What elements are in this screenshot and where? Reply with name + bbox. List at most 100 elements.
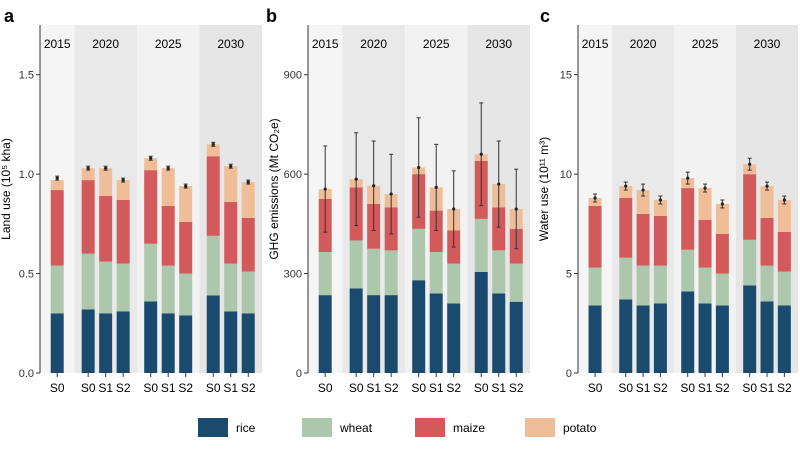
legend-swatch: [302, 418, 332, 437]
legend-label: wheat: [339, 421, 373, 435]
error-bar: [389, 153, 394, 235]
bar-segment-wheat: [144, 243, 158, 302]
bar-segment-wheat: [509, 263, 523, 302]
bar-segment-potato: [698, 188, 712, 220]
y-tick-label: 10: [560, 169, 572, 181]
legend-swatch: [525, 418, 555, 437]
bar-segment-potato: [99, 168, 113, 197]
bar-segment-rice: [588, 305, 602, 373]
bar-segment-wheat: [161, 265, 175, 314]
bar-segment-potato: [760, 186, 774, 218]
bar-segment-wheat: [179, 273, 193, 316]
bar-segment-potato: [241, 182, 255, 218]
bar-segment-rice: [99, 313, 113, 373]
year-label: 2030: [754, 37, 781, 51]
legend: rice wheat maize potato: [198, 418, 597, 437]
bar-segment-wheat: [492, 250, 506, 294]
year-label: 2025: [423, 37, 450, 51]
y-axis-title: Land use (10⁵ kha): [0, 138, 13, 240]
bar-segment-potato: [116, 180, 130, 200]
bar-segment-wheat: [715, 273, 729, 306]
y-axis-title: Water use (10¹¹ m³): [537, 137, 551, 241]
x-tick-label: S0: [81, 381, 96, 395]
bar-segment-wheat: [50, 265, 64, 314]
legend-label: maize: [453, 421, 485, 435]
bar-segment-wheat: [206, 235, 220, 296]
error-bar: [641, 183, 646, 197]
bar-segment-wheat: [760, 265, 774, 302]
year-label: 2030: [217, 37, 244, 51]
bar-segment-maize: [653, 215, 667, 266]
bar-segment-rice: [429, 293, 443, 373]
bar-segment-rice: [144, 301, 158, 373]
bar-segment-wheat: [653, 265, 667, 304]
bar-segment-maize: [241, 217, 255, 272]
error-bar: [703, 183, 708, 193]
y-tick-label: 0.0: [19, 368, 34, 380]
x-tick-label: S1: [491, 381, 506, 395]
legend-item-maize: maize: [415, 418, 485, 437]
bar-segment-rice: [384, 295, 398, 373]
bar-segment-wheat: [681, 249, 695, 292]
error-bar: [685, 171, 690, 185]
error-bar: [593, 193, 598, 203]
year-label: 2020: [360, 37, 387, 51]
y-tick-label: 15: [560, 70, 572, 82]
error-bar: [451, 170, 456, 248]
bar-segment-rice: [636, 305, 650, 373]
y-tick-label: 900: [284, 70, 302, 82]
year-label: 2030: [485, 37, 512, 51]
bar-segment-wheat: [412, 228, 426, 281]
bar-segment-maize: [698, 219, 712, 268]
x-tick-label: S2: [384, 381, 399, 395]
year-label: 2020: [92, 37, 119, 51]
bar-segment-rice: [241, 313, 255, 373]
x-tick-label: S2: [116, 381, 131, 395]
error-bar: [86, 165, 91, 171]
bar-segment-maize: [161, 205, 175, 266]
bar-segment-rice: [492, 293, 506, 373]
bar-segment-rice: [777, 305, 791, 373]
bar-segment-maize: [116, 199, 130, 264]
bar-segment-wheat: [318, 252, 332, 296]
y-tick-label: 1.0: [19, 169, 34, 181]
x-tick-label: S0: [50, 381, 65, 395]
bar-segment-potato: [619, 186, 633, 199]
legend-label: rice: [236, 421, 256, 435]
y-tick-label: 600: [284, 169, 302, 181]
error-bar: [496, 140, 501, 228]
x-tick-label: S2: [241, 381, 256, 395]
y-tick-label: 300: [284, 269, 302, 281]
bar-segment-maize: [179, 221, 193, 274]
error-bar: [434, 143, 439, 231]
x-tick-label: S0: [588, 381, 603, 395]
year-label: 2015: [582, 37, 609, 51]
error-bar: [246, 179, 251, 185]
y-tick-label: 1.5: [19, 70, 34, 82]
x-tick-label: S1: [636, 381, 651, 395]
x-tick-label: S2: [777, 381, 792, 395]
error-bar: [371, 140, 376, 231]
bar-segment-rice: [509, 301, 523, 373]
bar-segment-maize: [50, 190, 64, 266]
x-tick-label: S1: [366, 381, 381, 395]
error-bar: [148, 155, 153, 161]
bar-segment-maize: [743, 174, 757, 240]
bar-segment-wheat: [349, 240, 363, 289]
bar-segment-rice: [619, 299, 633, 373]
x-tick-label: S2: [715, 381, 730, 395]
bar-segment-wheat: [636, 265, 650, 306]
x-tick-label: S0: [206, 381, 221, 395]
bar-segment-maize: [619, 198, 633, 258]
x-tick-label: S1: [223, 381, 238, 395]
bar-segment-maize: [588, 205, 602, 268]
bar-segment-wheat: [429, 252, 443, 294]
year-label: 2015: [312, 37, 339, 51]
error-bar: [658, 195, 663, 205]
x-tick-label: S1: [429, 381, 444, 395]
bar-segment-rice: [179, 315, 193, 373]
error-bar: [623, 181, 628, 191]
